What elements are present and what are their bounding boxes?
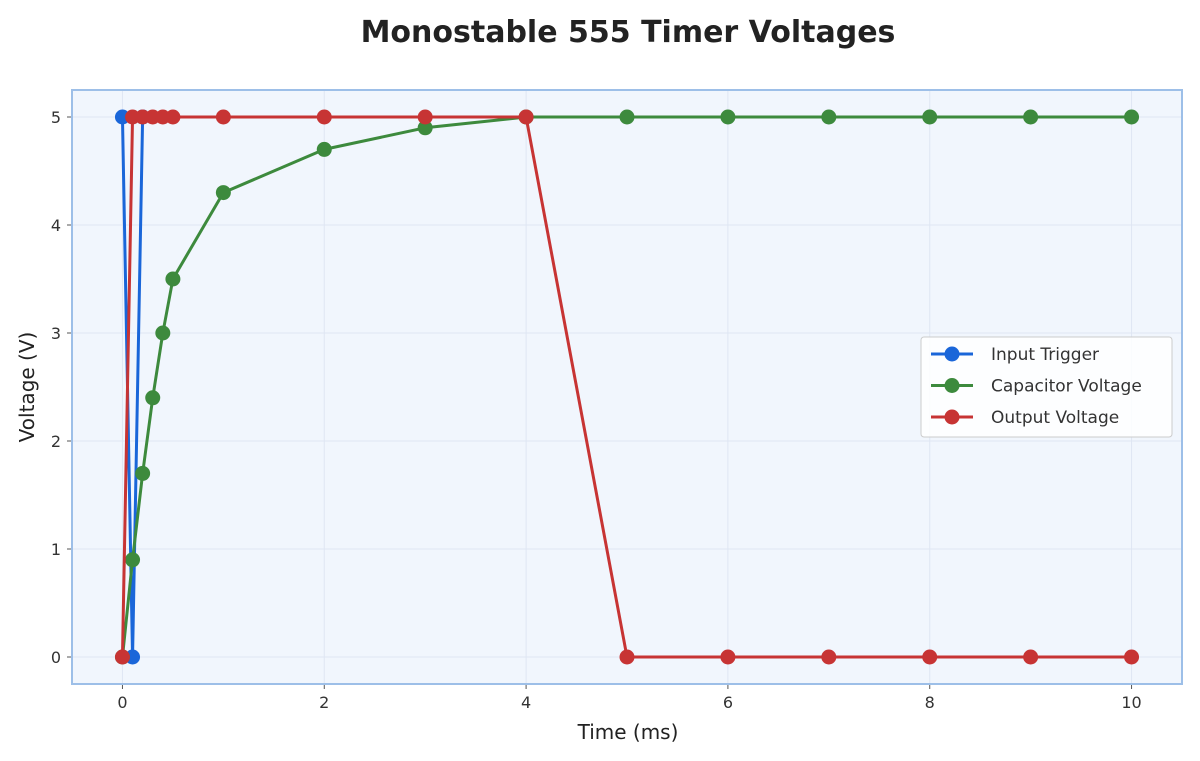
data-point: [145, 390, 161, 406]
y-tick-label: 1: [51, 540, 61, 559]
data-point: [125, 552, 141, 568]
data-point: [1124, 109, 1140, 125]
data-point: [135, 465, 151, 481]
data-point: [165, 109, 181, 125]
data-point: [518, 109, 534, 125]
legend-label: Input Trigger: [991, 345, 1099, 365]
data-point: [720, 649, 736, 665]
legend-swatch-marker: [944, 409, 960, 425]
y-tick-label: 4: [51, 216, 61, 235]
data-point: [1023, 109, 1039, 125]
x-axis-label: Time (ms): [577, 720, 679, 744]
x-tick-label: 2: [319, 693, 329, 712]
series-lines: [114, 109, 1140, 665]
x-tick-label: 0: [117, 693, 127, 712]
y-tick-label: 0: [51, 648, 61, 667]
series-output-voltage: [114, 109, 1140, 665]
legend-swatch-marker: [944, 346, 960, 362]
data-point: [821, 649, 837, 665]
data-point: [1023, 649, 1039, 665]
x-tick-label: 8: [925, 693, 935, 712]
legend-label: Output Voltage: [991, 408, 1119, 428]
data-point: [720, 109, 736, 125]
legend-item: Output Voltage: [931, 408, 1119, 428]
legend-item: Input Trigger: [931, 345, 1099, 365]
x-tick-label: 10: [1121, 693, 1141, 712]
data-point: [417, 120, 433, 136]
plot-frame: [71, 89, 1183, 685]
data-point: [922, 649, 938, 665]
series-line: [120, 115, 1132, 658]
data-point: [215, 185, 231, 201]
legend-box: [920, 336, 1173, 438]
y-tick-label: 3: [51, 324, 61, 343]
legend: Input Trigger Capacitor Voltage Output Vol…: [920, 336, 1173, 438]
data-point: [316, 141, 332, 157]
data-point: [619, 109, 635, 125]
legend-swatch-marker: [944, 378, 960, 393]
data-point: [215, 109, 231, 125]
legend-label: Capacitor Voltage: [991, 377, 1142, 397]
x-tick-label: 4: [521, 693, 531, 712]
axis-ticks: 0 2 4 6 8 10 0 1 2 3 4 5: [51, 108, 1142, 712]
y-axis-label: Voltage (V): [15, 332, 39, 443]
y-tick-label: 2: [51, 432, 61, 451]
chart-title: Monostable 555 Timer Voltages: [361, 15, 896, 50]
data-point: [821, 109, 837, 125]
data-point: [417, 109, 433, 125]
legend-items: Input Trigger Capacitor Voltage Output Vol…: [931, 345, 1142, 428]
data-point: [619, 649, 635, 665]
legend-item: Capacitor Voltage: [931, 377, 1142, 397]
data-point: [155, 325, 171, 341]
data-point: [316, 109, 332, 125]
data-point: [1124, 649, 1140, 665]
x-tick-label: 6: [723, 693, 733, 712]
data-point: [165, 271, 181, 287]
data-point: [922, 109, 938, 125]
y-tick-label: 5: [51, 108, 61, 127]
data-point: [114, 649, 130, 665]
